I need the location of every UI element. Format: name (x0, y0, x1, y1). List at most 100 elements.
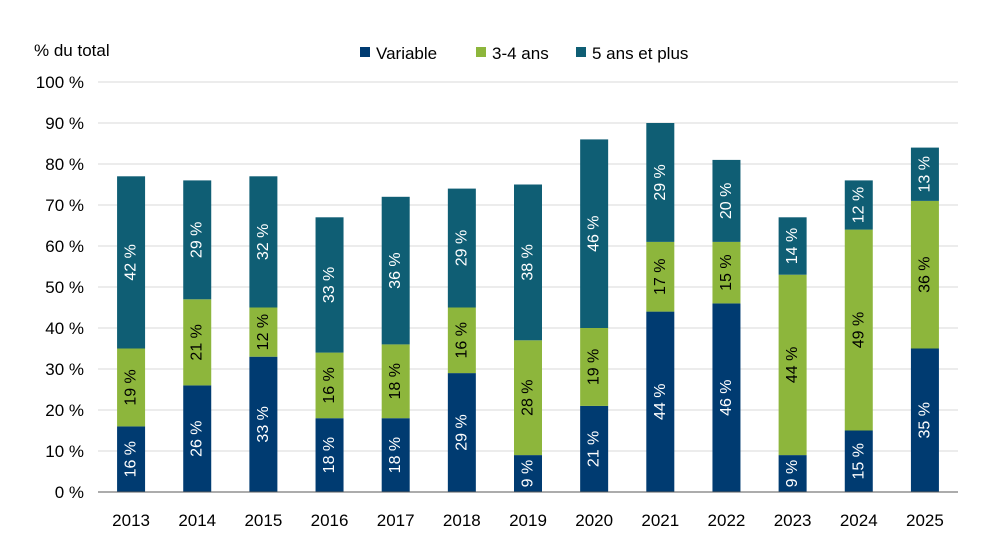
y-axis-label: % du total (34, 41, 110, 60)
data-label: 20 % (718, 183, 735, 219)
bar-segment (117, 176, 146, 349)
data-label: 12 % (255, 314, 272, 350)
data-labels: 16 % 19 % 42 % 26 % 21 % 29 % 33 % 12 % 32 % 18 %… (123, 156, 934, 487)
data-label: 36 % (916, 256, 933, 292)
data-label: 29 % (189, 222, 206, 258)
x-tick-label: 2020 (575, 511, 613, 530)
bar-segment (580, 139, 609, 328)
data-label: 35 % (916, 402, 933, 438)
y-tick-label: 80 % (45, 155, 84, 174)
y-tick-label: 20 % (45, 401, 84, 420)
data-label: 33 % (321, 267, 338, 303)
data-label: 21 % (189, 324, 206, 360)
legend: Variable 3-4 ans 5 ans et plus (360, 44, 688, 63)
bar-segment (646, 241, 675, 312)
legend-swatch (476, 47, 486, 57)
bar-segment (712, 159, 741, 242)
data-label: 46 % (586, 215, 603, 251)
x-tick-label: 2017 (377, 511, 415, 530)
y-tick-label: 0 % (55, 483, 84, 502)
bar-segment (315, 352, 344, 419)
bar-segment (117, 348, 146, 427)
bar-segment (381, 196, 410, 345)
bar-segment (447, 373, 476, 492)
bar-segment (249, 356, 278, 492)
legend-label: Variable (376, 44, 437, 63)
x-tick-label: 2016 (311, 511, 349, 530)
x-tick-label: 2022 (708, 511, 746, 530)
data-label: 29 % (453, 230, 470, 266)
bar-segment (447, 188, 476, 308)
data-label: 36 % (387, 252, 404, 288)
bar-segment (514, 455, 542, 492)
bar-segment (183, 180, 212, 300)
data-label: 12 % (850, 187, 867, 223)
bar-segment (447, 307, 476, 374)
data-label: 17 % (652, 259, 669, 295)
data-label: 16 % (453, 322, 470, 358)
x-tick-label: 2015 (244, 511, 282, 530)
data-label: 29 % (652, 164, 669, 200)
data-label: 16 % (321, 367, 338, 403)
data-label: 18 % (321, 437, 338, 473)
data-label: 15 % (718, 254, 735, 290)
data-label: 18 % (387, 437, 404, 473)
bar-segment (844, 430, 873, 492)
data-label: 13 % (916, 156, 933, 192)
legend-label: 5 ans et plus (592, 44, 688, 63)
bar-segment (381, 418, 410, 492)
data-label: 19 % (586, 349, 603, 385)
data-label: 49 % (850, 312, 867, 348)
bar-segment (117, 426, 146, 492)
data-label: 32 % (255, 224, 272, 260)
bar-segment (910, 200, 939, 349)
data-label: 44 % (784, 347, 801, 383)
y-tick-label: 90 % (45, 114, 84, 133)
data-label: 9 % (784, 460, 801, 488)
data-label: 29 % (453, 414, 470, 450)
y-tick-label: 40 % (45, 319, 84, 338)
bar-segment (646, 311, 675, 492)
bar-segment (183, 299, 212, 386)
data-label: 38 % (520, 244, 537, 280)
x-tick-label: 2014 (178, 511, 216, 530)
data-label: 46 % (718, 379, 735, 415)
x-tick-label: 2019 (509, 511, 547, 530)
y-tick-label: 70 % (45, 196, 84, 215)
bar-segment (778, 455, 807, 492)
bars (117, 123, 939, 492)
data-label: 33 % (255, 406, 272, 442)
data-label: 28 % (520, 379, 537, 415)
bar-segment (910, 348, 939, 492)
bar-segment (778, 217, 807, 275)
y-tick-label: 30 % (45, 360, 84, 379)
x-tick-label: 2013 (112, 511, 150, 530)
y-tick-label: 50 % (45, 278, 84, 297)
data-label: 21 % (586, 431, 603, 467)
x-tick-label: 2025 (906, 511, 944, 530)
data-label: 9 % (520, 460, 537, 488)
x-tick-label: 2023 (774, 511, 812, 530)
data-label: 26 % (189, 420, 206, 456)
legend-label: 3-4 ans (492, 44, 549, 63)
x-tick-label: 2018 (443, 511, 481, 530)
bar-segment (580, 328, 609, 406)
bar-segment (778, 274, 807, 456)
data-label: 19 % (123, 369, 140, 405)
y-tick-label: 100 % (36, 73, 84, 92)
bar-segment (514, 184, 542, 341)
bar-segment (315, 217, 344, 353)
x-tick-labels: 2013 2014 2015 2016 2017 2018 2019 2020 2021 2022… (112, 511, 944, 530)
data-label: 44 % (652, 384, 669, 420)
data-label: 14 % (784, 228, 801, 264)
bar-segment (580, 405, 609, 492)
y-tick-label: 60 % (45, 237, 84, 256)
legend-swatch (360, 47, 370, 57)
x-tick-label: 2021 (641, 511, 679, 530)
bar-segment (712, 241, 741, 304)
bar-segment (514, 340, 542, 456)
data-label: 42 % (123, 244, 140, 280)
bar-segment (844, 229, 873, 431)
bar-segment (910, 147, 939, 201)
